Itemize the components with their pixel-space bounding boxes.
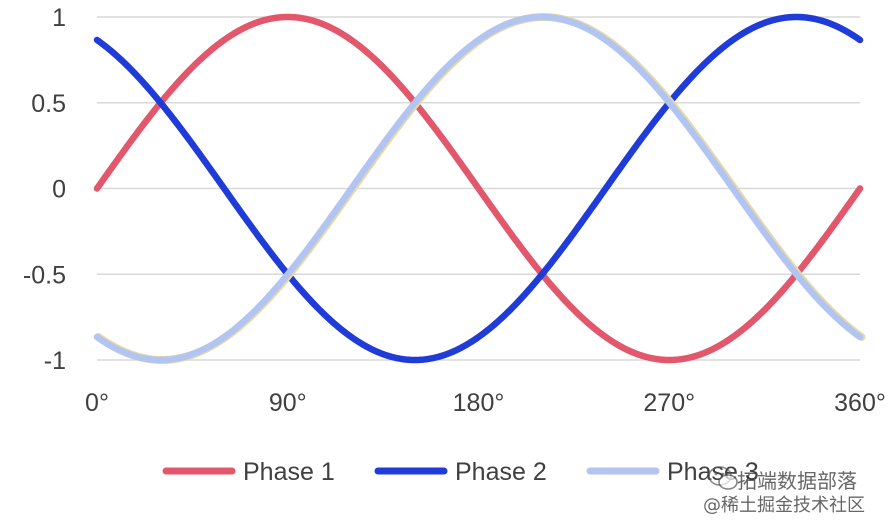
wechat-icon xyxy=(708,466,738,490)
series-line-phase-3 xyxy=(93,13,864,364)
x-axis-ticks: 0° 90° 180° 270° 360° xyxy=(85,389,886,417)
x-tick-label: 90° xyxy=(269,389,307,417)
x-tick-label: 270° xyxy=(643,389,695,417)
legend-label: Phase 3 xyxy=(667,458,759,486)
y-axis-ticks: 1 0.5 0 -0.5 -1 xyxy=(23,4,66,375)
watermark: 拓端数据部落 @稀土掘金技术社区 xyxy=(703,466,865,516)
y-tick-label: 1 xyxy=(52,4,66,32)
y-tick-label: 0 xyxy=(52,176,66,204)
series-lines xyxy=(93,13,866,364)
legend-label: Phase 1 xyxy=(243,458,335,486)
series-line-phase-2 xyxy=(93,13,864,364)
y-tick-label: -0.5 xyxy=(23,261,66,289)
legend: Phase 1 Phase 2 Phase 3 xyxy=(162,458,759,486)
watermark-line-1: 拓端数据部落 xyxy=(737,469,857,493)
y-tick-label: -1 xyxy=(44,347,66,375)
series-line-phase-1 xyxy=(93,13,864,364)
legend-label: Phase 2 xyxy=(455,458,547,486)
y-tick-label: 0.5 xyxy=(31,90,66,118)
x-tick-label: 360° xyxy=(834,389,886,417)
x-tick-label: 180° xyxy=(453,389,505,417)
x-tick-label: 0° xyxy=(85,389,109,417)
watermark-line-2: @稀土掘金技术社区 xyxy=(703,495,865,516)
